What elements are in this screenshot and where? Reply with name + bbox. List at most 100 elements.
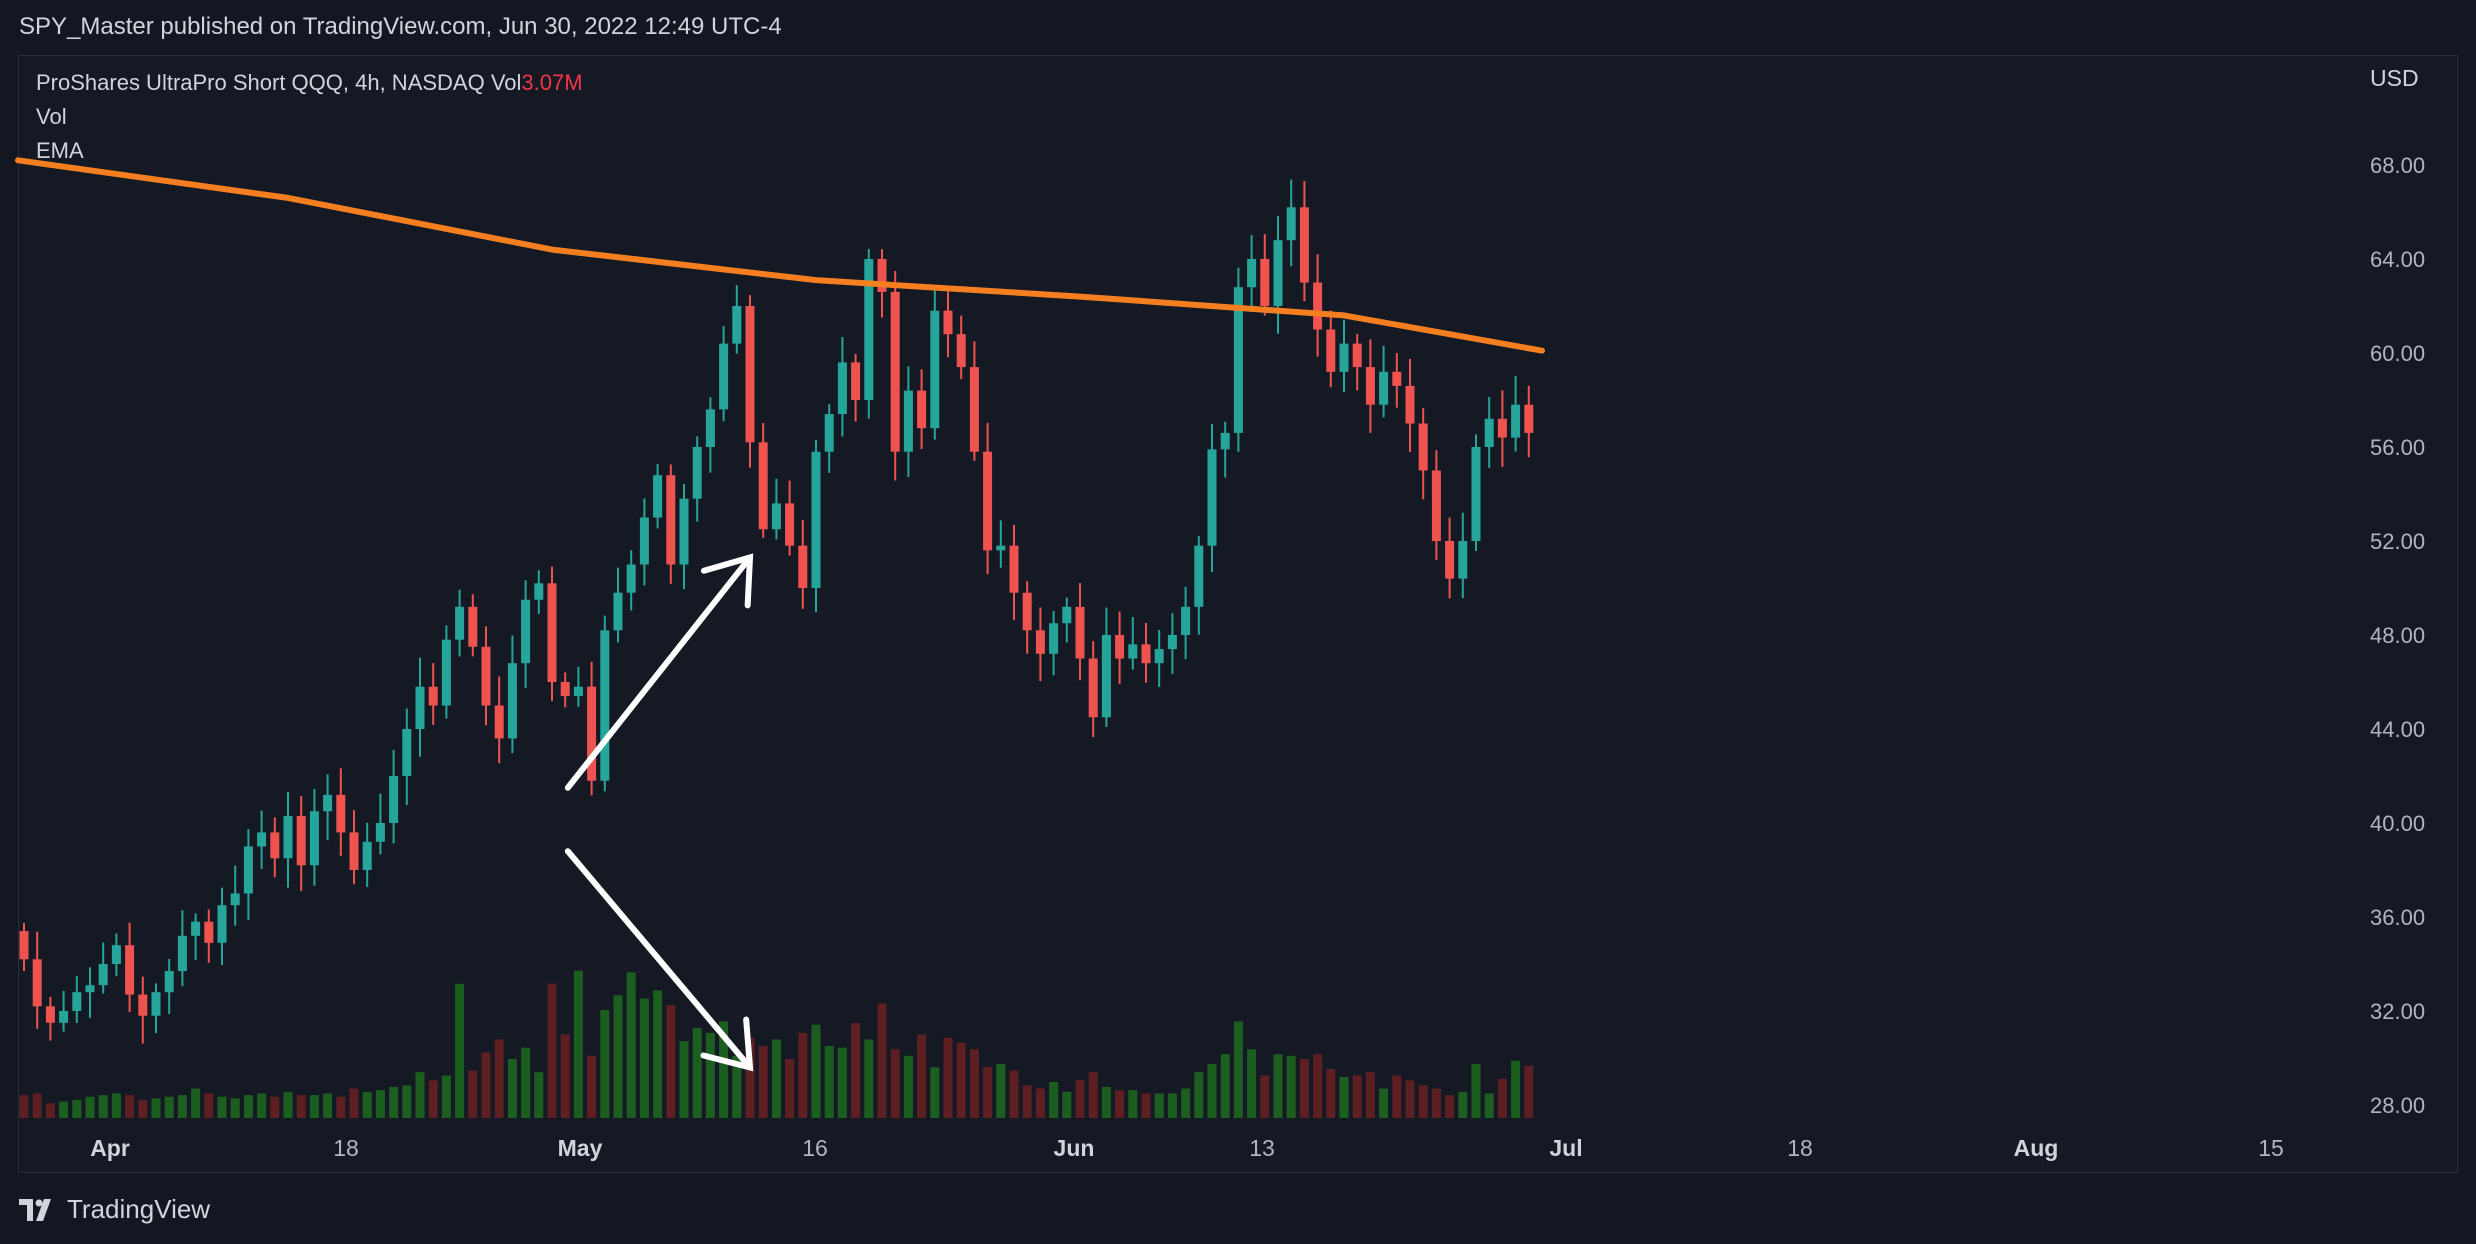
candle — [257, 810, 267, 869]
candlesticks — [19, 179, 1534, 1044]
volume-bar — [1154, 1093, 1164, 1118]
volume-bar — [1194, 1072, 1204, 1118]
volume-bar — [336, 1096, 346, 1118]
candle — [903, 366, 913, 478]
candle — [1141, 622, 1151, 683]
candle — [573, 666, 583, 707]
volume-bar — [877, 1003, 887, 1118]
volume-bar — [1273, 1054, 1283, 1118]
volume-bar — [111, 1093, 121, 1118]
candle — [323, 774, 333, 841]
candle-body — [1022, 592, 1032, 631]
candle-body — [969, 367, 979, 452]
volume-bar — [1418, 1085, 1428, 1118]
candle — [521, 580, 531, 689]
candle-body — [1049, 623, 1059, 654]
volume-bar — [560, 1034, 570, 1118]
candle-body — [719, 343, 729, 410]
candle — [771, 478, 781, 540]
candle — [1273, 216, 1283, 334]
volume-bar — [1247, 1049, 1257, 1118]
volume-bar — [191, 1088, 201, 1118]
candle — [481, 626, 491, 726]
volume-bar — [587, 1055, 597, 1118]
candle — [1497, 390, 1507, 467]
candle — [507, 635, 517, 754]
ema-indicator-label[interactable]: EMA — [36, 138, 84, 163]
candle — [19, 922, 29, 972]
chart-frame[interactable] — [18, 55, 2458, 1173]
volume-bar — [745, 1037, 755, 1118]
candle — [1471, 434, 1481, 551]
volume-bar — [969, 1049, 979, 1118]
candle-body — [1181, 606, 1191, 635]
volume-bar — [534, 1072, 544, 1118]
volume-bar — [415, 1072, 425, 1118]
candle — [217, 887, 227, 966]
candle — [890, 271, 900, 481]
candle-body — [455, 606, 465, 640]
symbol-legend[interactable]: ProShares UltraPro Short QQQ, 4h, NASDAQ… — [36, 70, 583, 96]
candle-body — [560, 682, 570, 697]
candle-body — [653, 475, 663, 518]
candle — [32, 931, 42, 1029]
candle — [1154, 629, 1164, 688]
candle-body — [191, 921, 201, 936]
annotation-arrows — [564, 553, 754, 1072]
candle — [85, 967, 95, 1018]
volume-bar — [1035, 1088, 1045, 1118]
candle — [1365, 339, 1375, 433]
volume-bar — [666, 1005, 676, 1118]
candle-body — [375, 823, 385, 842]
candle — [917, 369, 927, 450]
volume-bar — [1049, 1082, 1059, 1118]
y-tick-label: 68.00 — [2370, 153, 2425, 178]
candle-body — [956, 334, 966, 368]
footer-brand[interactable]: TradingView — [19, 1194, 210, 1225]
candle-body — [1511, 404, 1521, 438]
candle — [415, 657, 425, 757]
volume-bar — [217, 1096, 227, 1118]
x-tick-label: Jul — [1549, 1135, 1582, 1161]
volume-bar — [32, 1093, 42, 1118]
volume-bar — [626, 972, 636, 1118]
candle-body — [217, 905, 227, 943]
volume-bar — [983, 1067, 993, 1118]
volume-bar — [257, 1093, 267, 1118]
volume-bar — [956, 1042, 966, 1118]
candle-body — [705, 409, 715, 447]
candle-body — [151, 992, 161, 1016]
candle — [560, 672, 570, 708]
candle-body — [798, 545, 808, 588]
volume-bar — [1379, 1088, 1389, 1118]
volume-bar — [890, 1049, 900, 1118]
candle-body — [441, 639, 451, 706]
volume-bar — [758, 1046, 768, 1118]
candle — [1128, 617, 1138, 670]
candle-body — [679, 498, 689, 565]
candle-body — [1233, 287, 1243, 433]
candle-body — [32, 959, 42, 1007]
volume-bar — [996, 1064, 1006, 1118]
candle-body — [1273, 240, 1283, 306]
volume-bar — [692, 1028, 702, 1118]
candle — [719, 325, 729, 422]
volume-bar — [1101, 1086, 1111, 1118]
candle-body — [666, 475, 676, 565]
volume-bar — [719, 1021, 729, 1118]
candle-body — [230, 893, 240, 906]
candle-body — [1260, 259, 1270, 306]
candle-body — [587, 686, 597, 781]
y-tick-label: 48.00 — [2370, 623, 2425, 648]
volume-bar — [1207, 1064, 1217, 1118]
candle — [943, 289, 953, 358]
candle — [164, 959, 174, 1015]
candle — [1445, 517, 1455, 599]
candle-body — [1445, 541, 1455, 579]
candle-body — [1115, 635, 1125, 659]
candle — [1035, 607, 1045, 682]
y-tick-label: 28.00 — [2370, 1093, 2425, 1118]
volume-indicator-label[interactable]: Vol — [36, 104, 67, 129]
candle-body — [428, 686, 438, 706]
